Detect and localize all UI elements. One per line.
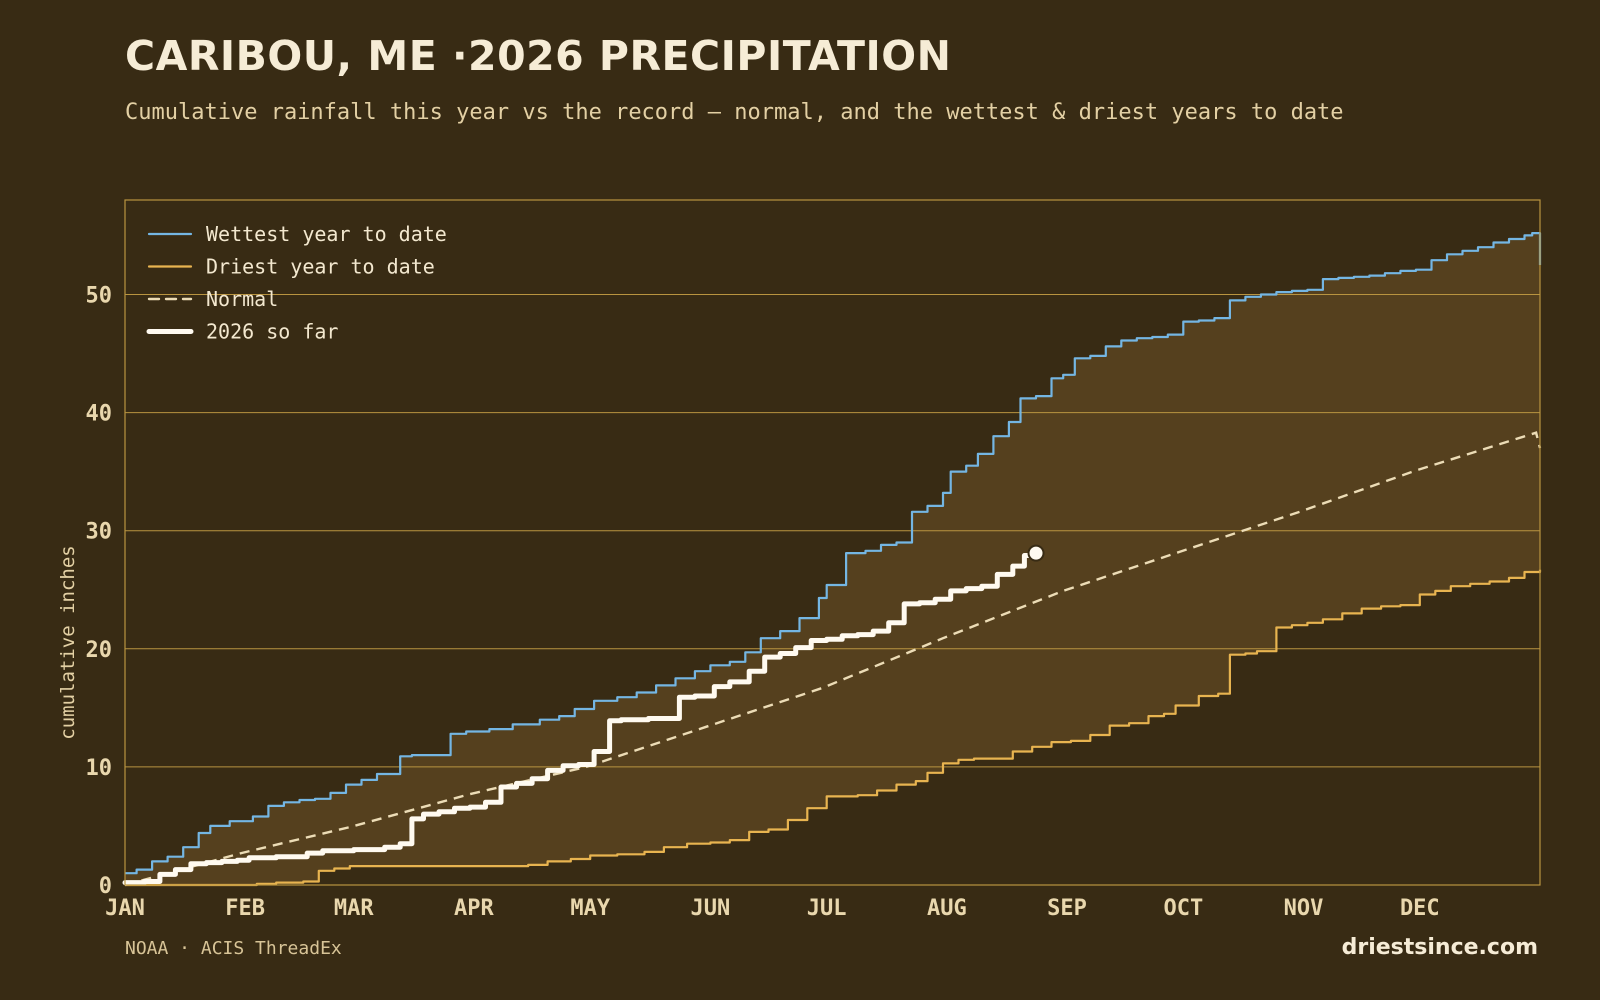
frame-layer <box>124 199 1541 886</box>
x-tick-label-jul: JUL <box>807 896 847 921</box>
y-tick-label-0: 0 <box>99 874 112 899</box>
y-tick-label-20: 20 <box>86 638 113 663</box>
axis-layer: 0 10 20 30 40 50 JAN FEB MAR APR MAY JUN JUL AUG SEP OC… <box>57 283 1440 921</box>
legend: Wettest year to date Driest year to date N… <box>146 222 447 344</box>
y-axis-title: cumulative inches <box>57 545 79 739</box>
series-2026-endpoint-marker <box>1027 544 1045 562</box>
x-tick-label-jan: JAN <box>105 896 145 921</box>
series-driest-line <box>125 569 1542 887</box>
x-tick-label-oct: OCT <box>1163 896 1203 921</box>
x-tick-label-apr: APR <box>454 896 494 921</box>
x-tick-label-nov: NOV <box>1284 896 1324 921</box>
legend-label-wettest: Wettest year to date <box>206 222 447 246</box>
chart-subtitle: Cumulative rainfall this year vs the rec… <box>125 100 1344 125</box>
series-normal-line <box>124 431 1542 887</box>
series-layer <box>122 232 1542 887</box>
series-2026-line <box>122 550 1039 886</box>
wet-dry-band <box>125 233 1540 886</box>
series-wettest-line <box>125 232 1542 875</box>
legend-label-2026: 2026 so far <box>206 320 338 344</box>
x-tick-label-feb: FEB <box>225 896 265 921</box>
grid-layer <box>125 293 1540 768</box>
y-tick-label-50: 50 <box>86 283 113 308</box>
data-source-note: NOAA · ACIS ThreadEx <box>125 938 342 959</box>
x-tick-label-mar: MAR <box>334 896 374 921</box>
band-layer <box>125 233 1540 886</box>
legend-label-normal: Normal <box>206 287 278 311</box>
x-tick-label-may: MAY <box>570 896 610 921</box>
x-tick-label-dec: DEC <box>1400 896 1440 921</box>
plot-frame <box>124 199 1541 886</box>
site-brand: driestsince.com <box>1341 935 1538 960</box>
y-tick-label-10: 10 <box>86 756 113 781</box>
y-tick-label-30: 30 <box>86 520 113 545</box>
x-tick-label-jun: JUN <box>691 896 731 921</box>
y-tick-label-40: 40 <box>86 402 113 427</box>
legend-label-driest: Driest year to date <box>206 255 435 279</box>
x-tick-label-sep: SEP <box>1047 896 1087 921</box>
chart-title: CARIBOU, ME ·2026 PRECIPITATION <box>125 32 952 80</box>
x-tick-label-aug: AUG <box>927 896 967 921</box>
